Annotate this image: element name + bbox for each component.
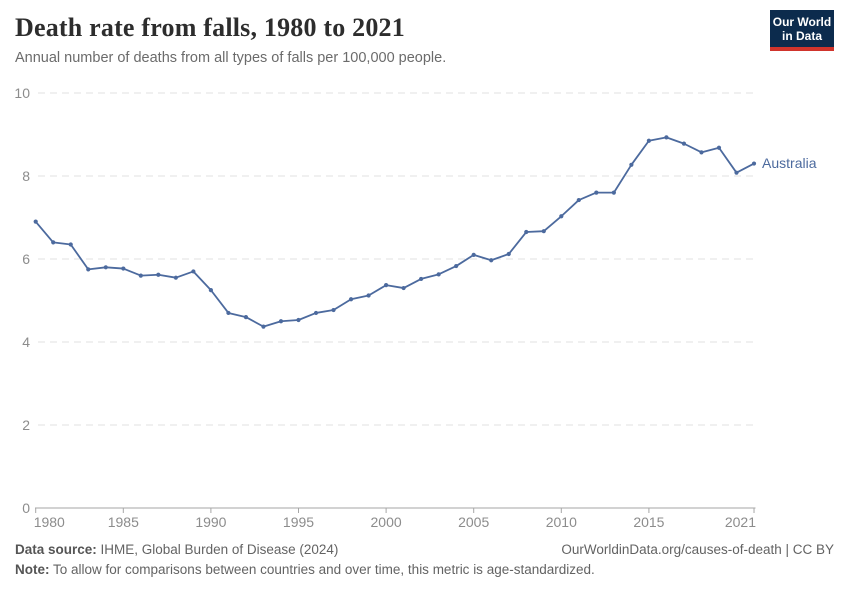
data-point-2000[interactable] <box>384 283 389 288</box>
data-point-2015[interactable] <box>646 138 652 143</box>
data-point-1994[interactable] <box>278 319 284 324</box>
data-point-1993[interactable] <box>261 324 266 329</box>
logo-text-line1: Our World <box>772 15 832 29</box>
x-tick-label-1990: 1990 <box>195 514 226 530</box>
data-point-2001[interactable] <box>401 285 406 291</box>
x-tick-label-1985: 1985 <box>108 514 139 530</box>
data-point-2011[interactable] <box>576 197 581 203</box>
series-label-australia[interactable]: Australia <box>762 155 817 171</box>
data-point-1987[interactable] <box>156 272 161 277</box>
data-point-1986[interactable] <box>138 273 143 278</box>
chart-header: Death rate from falls, 1980 to 2021 Annu… <box>0 0 850 66</box>
y-tick-label-8: 8 <box>22 168 30 184</box>
data-point-1981[interactable] <box>51 240 56 245</box>
y-tick-label-4: 4 <box>22 334 30 350</box>
data-point-1980[interactable] <box>33 219 38 224</box>
x-tick-label-1980: 1980 <box>34 514 65 530</box>
note-label: Note: <box>15 562 50 577</box>
data-point-2003[interactable] <box>436 272 441 277</box>
data-point-2017[interactable] <box>681 141 687 146</box>
data-point-2005[interactable] <box>471 252 476 257</box>
data-source-line: Data source: IHME, Global Burden of Dise… <box>15 542 338 557</box>
trend-line-australia <box>34 136 755 328</box>
title-block: Death rate from falls, 1980 to 2021 Annu… <box>15 13 834 66</box>
x-tick-label-2000: 2000 <box>371 514 402 530</box>
x-tick-label-1995: 1995 <box>283 514 314 530</box>
page-title: Death rate from falls, 1980 to 2021 <box>15 13 405 42</box>
data-point-1990[interactable] <box>208 288 213 293</box>
data-point-2010[interactable] <box>559 214 564 219</box>
x-axis: 1980 1985 1990 1995 2000 2005 2010 2015 2021 <box>34 507 756 530</box>
logo-text-line2: in Data <box>781 29 822 44</box>
x-tick-label-2010: 2010 <box>546 514 577 530</box>
series-end-label: Australia <box>762 155 817 171</box>
x-tick-label-2015: 2015 <box>633 514 664 530</box>
data-point-1989[interactable] <box>191 269 196 274</box>
data-point-2008[interactable] <box>524 229 529 235</box>
data-point-2014[interactable] <box>629 162 634 167</box>
data-point-2016[interactable] <box>664 135 669 140</box>
y-tick-label-2: 2 <box>22 417 30 433</box>
data-point-1985[interactable] <box>121 266 126 271</box>
data-point-2019[interactable] <box>716 145 722 150</box>
footer-cc-link[interactable]: OurWorldinData.org/causes-of-death | CC … <box>561 542 834 557</box>
footer-note: Note: To allow for comparisons between c… <box>15 562 834 577</box>
data-point-2018[interactable] <box>699 150 704 155</box>
x-tick-label-2021: 2021 <box>725 514 756 530</box>
y-axis-tick-labels: 0 2 4 6 8 10 <box>14 85 30 516</box>
data-point-1997[interactable] <box>331 307 336 313</box>
data-point-2020[interactable] <box>734 170 739 175</box>
data-point-2013[interactable] <box>611 190 616 195</box>
data-point-1991[interactable] <box>226 310 231 316</box>
note-value: To allow for comparisons between countri… <box>49 562 595 577</box>
x-tick-label-2005: 2005 <box>458 514 489 530</box>
data-point-1984[interactable] <box>103 265 108 270</box>
data-point-1983[interactable] <box>86 267 91 272</box>
data-series-australia <box>33 135 757 329</box>
data-source-label: Data source: <box>15 542 97 557</box>
y-tick-label-10: 10 <box>14 85 30 101</box>
data-point-2007[interactable] <box>506 251 511 257</box>
data-point-1988[interactable] <box>173 275 178 280</box>
chart-footer: Data source: IHME, Global Burden of Dise… <box>15 542 834 577</box>
data-point-2002[interactable] <box>419 276 424 282</box>
data-point-1995[interactable] <box>296 317 301 323</box>
y-tick-label-0: 0 <box>22 500 30 516</box>
y-tick-label-6: 6 <box>22 251 30 267</box>
data-point-1992[interactable] <box>243 315 249 320</box>
data-point-2021[interactable] <box>751 161 757 166</box>
data-point-2012[interactable] <box>594 190 599 195</box>
data-point-1998[interactable] <box>348 297 354 302</box>
data-point-2009[interactable] <box>541 229 546 234</box>
data-source-value: IHME, Global Burden of Disease (2024) <box>96 542 339 557</box>
owid-logo[interactable]: Our World in Data <box>770 10 834 52</box>
data-point-2004[interactable] <box>454 263 459 269</box>
line-chart[interactable]: 0 2 4 6 8 10 1980 1985 1990 1995 2000 2005 2010 2015… <box>0 78 850 540</box>
data-point-1982[interactable] <box>68 242 73 247</box>
chart-subtitle: Annual number of deaths from all types o… <box>15 49 447 66</box>
data-point-1996[interactable] <box>313 310 319 316</box>
data-point-1999[interactable] <box>366 293 371 298</box>
data-point-2006[interactable] <box>489 258 494 263</box>
